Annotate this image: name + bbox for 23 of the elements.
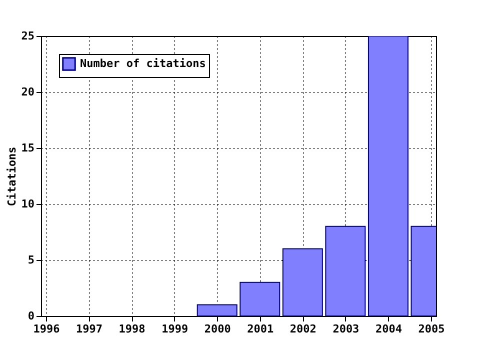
y-tick-label: 0: [28, 310, 34, 322]
y-tick-label: 5: [28, 254, 34, 266]
y-tick-label: 20: [21, 86, 34, 98]
bar: [282, 248, 323, 316]
x-tick-label: 1996: [33, 322, 60, 336]
y-tick-label: 10: [21, 198, 34, 210]
y-tick-label: 25: [21, 30, 34, 42]
x-tick-label: 1997: [76, 322, 103, 336]
x-tick-label: 1998: [118, 322, 146, 336]
x-tick-label: 2001: [247, 322, 274, 336]
bar: [368, 36, 408, 316]
x-tick-label: 2005: [418, 322, 445, 336]
x-tick-label: 2002: [290, 322, 316, 336]
bar: [240, 282, 280, 316]
x-tick-label: 2004: [375, 322, 402, 336]
x-tick-label: 2000: [204, 322, 231, 336]
x-tick-label: 1999: [162, 322, 188, 336]
legend-label: Number of citations: [80, 57, 206, 70]
y-axis-title: Citations: [5, 146, 18, 206]
bar: [196, 304, 238, 316]
bar: [325, 226, 366, 316]
x-tick-label: 2003: [332, 322, 360, 336]
y-tick-label: 15: [21, 142, 34, 154]
